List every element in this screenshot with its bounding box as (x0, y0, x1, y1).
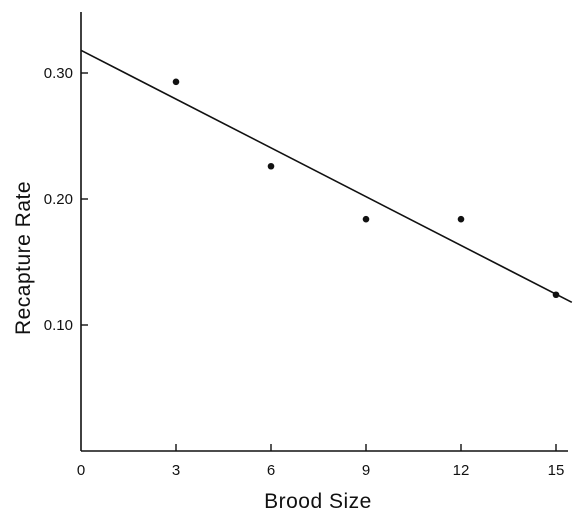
trend-line (80, 49, 573, 304)
data-point (552, 291, 560, 299)
y-tick-label: 0.20 (44, 191, 73, 208)
x-tick-label: 12 (453, 462, 470, 479)
x-tick-label: 3 (172, 462, 180, 479)
data-point (457, 215, 465, 223)
data-points (172, 78, 560, 299)
x-tick-label: 0 (77, 462, 85, 479)
ticks: 0 3 6 9 12 15 0.10 0.20 0.30 (44, 65, 565, 479)
x-tick-label: 9 (362, 462, 370, 479)
x-axis-title: Brood Size (264, 490, 372, 513)
y-tick-label: 0.10 (44, 317, 73, 334)
trend-line-group (80, 49, 573, 304)
data-point (267, 162, 275, 170)
x-tick-label: 6 (267, 462, 275, 479)
data-point (362, 215, 370, 223)
data-point (172, 78, 180, 86)
y-axis-title: Recapture Rate (12, 181, 35, 335)
x-tick-label: 15 (548, 462, 565, 479)
axes (80, 12, 568, 452)
y-tick-label: 0.30 (44, 65, 73, 82)
